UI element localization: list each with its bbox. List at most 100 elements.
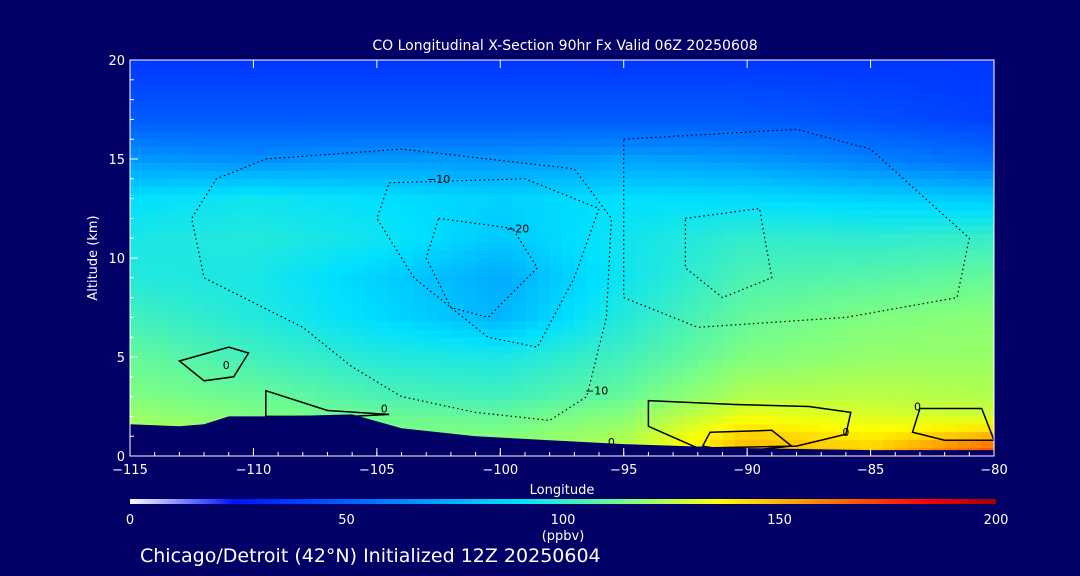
field-cell: [463, 155, 477, 164]
field-cell: [796, 376, 810, 386]
field-cell: [142, 178, 156, 188]
field-cell: [845, 384, 859, 394]
field-cell: [339, 210, 353, 219]
field-cell: [450, 250, 464, 259]
field-cell: [216, 155, 230, 164]
field-cell: [932, 289, 946, 299]
field-cell: [882, 107, 896, 117]
field-cell: [352, 67, 366, 77]
field-cell: [549, 210, 563, 219]
field-cell: [796, 368, 810, 378]
field-cell: [673, 432, 687, 441]
field-cell: [907, 91, 921, 101]
field-cell: [944, 368, 958, 378]
field-cell: [500, 107, 514, 117]
field-cell: [919, 107, 933, 117]
field-cell: [759, 210, 773, 219]
field-cell: [339, 107, 353, 117]
field-cell: [722, 313, 736, 322]
field-cell: [685, 432, 699, 441]
field-cell: [586, 281, 600, 291]
field-cell: [660, 115, 674, 124]
field-cell: [685, 360, 699, 370]
field-cell: [537, 91, 551, 101]
field-cell: [611, 250, 625, 259]
field-cell: [882, 376, 896, 386]
field-cell: [907, 416, 921, 425]
field-cell: [302, 139, 316, 148]
field-cell: [747, 194, 761, 204]
field-cell: [278, 186, 292, 196]
field-cell: [858, 99, 872, 109]
field-cell: [426, 337, 440, 346]
field-cell: [956, 178, 970, 188]
field-cell: [648, 139, 662, 148]
field-cell: [450, 384, 464, 394]
field-cell: [475, 416, 489, 425]
field-cell: [858, 337, 872, 346]
field-cell: [710, 360, 724, 370]
field-cell: [512, 400, 526, 410]
field-cell: [524, 99, 538, 109]
field-cell: [858, 194, 872, 204]
field-cell: [944, 83, 958, 93]
field-cell: [191, 305, 205, 315]
field-cell: [796, 273, 810, 283]
field-cell: [710, 321, 724, 330]
field-cell: [339, 384, 353, 394]
field-cell: [364, 281, 378, 291]
field-cell: [771, 178, 785, 188]
field-cell: [574, 329, 588, 338]
field-cell: [574, 155, 588, 164]
field-cell: [796, 432, 810, 441]
field-cell: [475, 123, 489, 132]
field-cell: [648, 123, 662, 132]
field-cell: [389, 329, 403, 338]
field-cell: [981, 305, 994, 315]
field-cell: [722, 337, 736, 346]
field-cell: [673, 368, 687, 378]
field-cell: [660, 345, 674, 354]
footer-caption: Chicago/Detroit (42°N) Initialized 12Z 2…: [140, 545, 601, 567]
field-cell: [549, 432, 563, 441]
field-cell: [599, 91, 612, 101]
field-cell: [648, 368, 662, 378]
field-cell: [919, 281, 933, 291]
field-cell: [401, 218, 415, 227]
field-cell: [401, 170, 415, 180]
field-cell: [167, 83, 180, 93]
field-cell: [796, 337, 810, 346]
field-cell: [524, 139, 538, 148]
field-cell: [932, 258, 946, 267]
field-cell: [919, 329, 933, 338]
field-cell: [438, 202, 452, 212]
field-cell: [253, 305, 267, 315]
field-cell: [636, 202, 649, 212]
field-cell: [216, 258, 230, 267]
field-cell: [290, 258, 304, 267]
field-cell: [944, 234, 958, 243]
field-cell: [253, 226, 267, 235]
field-cell: [253, 384, 267, 394]
field-cell: [858, 345, 872, 354]
field-cell: [413, 321, 427, 330]
field-cell: [821, 258, 835, 267]
field-cell: [278, 313, 292, 322]
field-cell: [660, 329, 674, 338]
field-cell: [352, 162, 366, 172]
field-cell: [154, 337, 168, 346]
field-cell: [648, 416, 662, 425]
field-cell: [771, 60, 785, 69]
field-cell: [253, 313, 267, 322]
colorbar-tick-label: 50: [338, 513, 355, 528]
field-cell: [562, 123, 575, 132]
field-cell: [919, 67, 933, 77]
field-cell: [747, 313, 761, 322]
field-cell: [944, 202, 958, 212]
field-cell: [426, 107, 440, 117]
field-cell: [389, 155, 403, 164]
field-cell: [907, 368, 921, 378]
field-cell: [895, 313, 909, 322]
field-cell: [759, 353, 773, 362]
field-cell: [302, 265, 316, 275]
